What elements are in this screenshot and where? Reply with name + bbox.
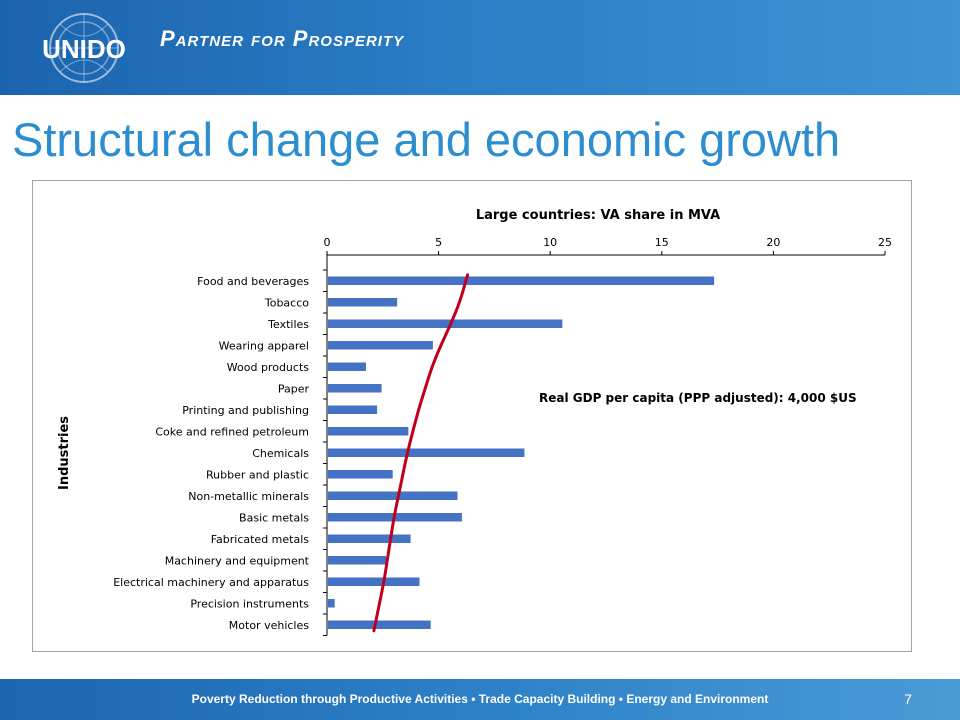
bar [328, 341, 433, 350]
category-label: Chemicals [252, 447, 309, 460]
bar [328, 427, 409, 436]
category-label: Machinery and equipment [165, 554, 310, 567]
category-label: Food and beverages [197, 275, 309, 288]
bar [328, 384, 382, 393]
bar [328, 577, 420, 586]
plot-area: 0 5 10 15 20 25 Food and beverages Tobacco Texti… [113, 236, 892, 636]
bar [328, 599, 335, 608]
category-label: Wearing apparel [219, 339, 309, 352]
category-label: Rubber and plastic [206, 468, 309, 481]
category-label: Tobacco [264, 296, 309, 309]
header-bar: UNIDO Partner for Prosperity [0, 0, 960, 95]
footer-bar: Poverty Reduction through Productive Act… [0, 679, 960, 720]
category-label: Precision instruments [190, 597, 309, 610]
bar [328, 298, 398, 307]
y-axis-label: Industries [57, 416, 72, 490]
page-number: 7 [904, 691, 912, 707]
category-label: Electrical machinery and apparatus [113, 576, 309, 589]
footer-text: Poverty Reduction through Productive Act… [191, 692, 769, 706]
bar-chart: Large countries: VA share in MVA Real GD… [57, 208, 892, 636]
slide-title: Structural change and economic growth [12, 113, 841, 166]
chart-frame: Large countries: VA share in MVA Real GD… [32, 180, 912, 652]
bar [328, 470, 393, 479]
category-label: Non-metallic minerals [188, 490, 309, 503]
bar [328, 319, 563, 328]
category-label: Printing and publishing [182, 404, 309, 417]
tagline: Partner for Prosperity [160, 26, 405, 51]
logo-text: UNIDO [42, 34, 126, 64]
category-label: Basic metals [239, 511, 309, 524]
x-tick-label: 5 [435, 236, 442, 249]
category-label: Coke and refined petroleum [155, 425, 309, 438]
bar [328, 620, 431, 629]
bar [328, 556, 387, 565]
category-label: Fabricated metals [211, 533, 310, 546]
x-tick-label: 15 [655, 236, 669, 249]
trend-curve [372, 273, 470, 633]
bar [328, 362, 366, 371]
x-tick-label: 25 [878, 236, 892, 249]
x-tick-label: 0 [324, 236, 331, 249]
category-label: Textiles [267, 318, 309, 331]
x-tick-label: 20 [766, 236, 780, 249]
bar [328, 491, 458, 500]
chart-title: Large countries: VA share in MVA [476, 208, 720, 223]
bar [328, 534, 411, 543]
unido-logo: UNIDO [42, 13, 126, 83]
category-label: Paper [278, 382, 310, 395]
bar [328, 276, 715, 285]
x-tick-label: 10 [543, 236, 557, 249]
bar [328, 448, 525, 457]
category-label: Wood products [227, 361, 309, 374]
chart-annotation: Real GDP per capita (PPP adjusted): 4,00… [539, 391, 857, 405]
category-label: Motor vehicles [229, 619, 309, 632]
bar [328, 405, 378, 414]
